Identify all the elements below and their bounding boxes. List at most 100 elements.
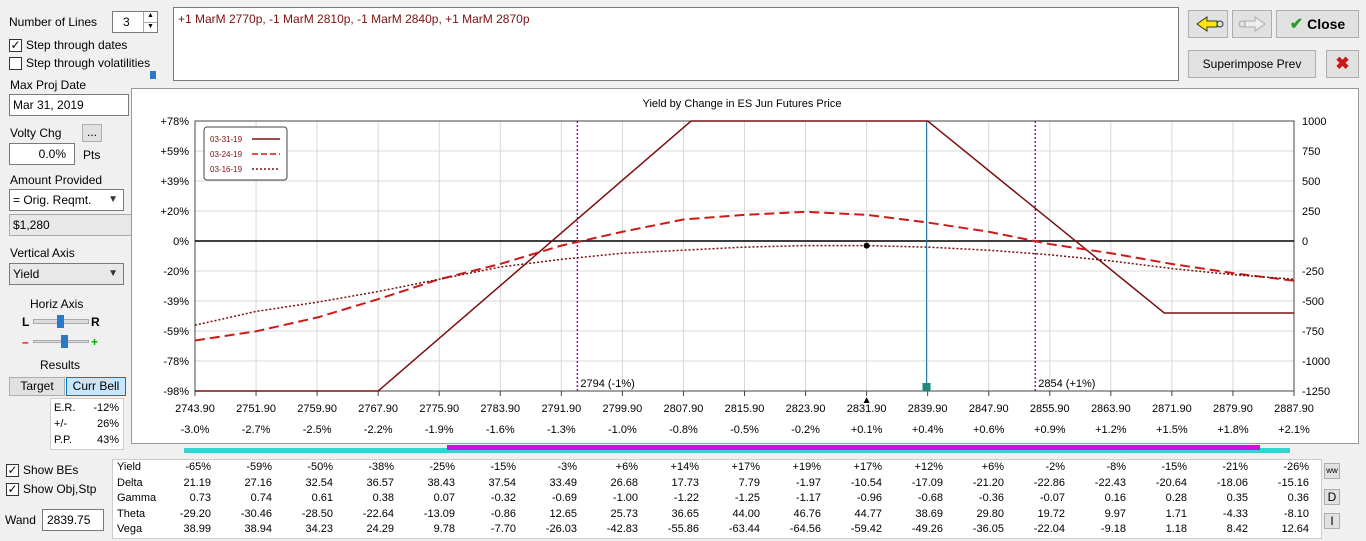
max-proj-date-label: Max Proj Date: [10, 78, 87, 92]
greeks-row-name: Gamma: [117, 492, 157, 504]
greeks-cell: -15.16: [1277, 476, 1309, 489]
x-tick-label: 2879.90: [1213, 403, 1253, 415]
results-box: E.R. -12% +/- 26% P.P. 43%: [50, 398, 124, 450]
greeks-cell: -17.09: [911, 476, 943, 489]
number-of-lines-input[interactable]: 3 ▲ ▼: [112, 11, 158, 33]
greeks-cell: 0.35: [1226, 492, 1248, 504]
greeks-cell: -29.20: [179, 507, 211, 520]
volty-chg-label: Volty Chg: [10, 126, 62, 140]
greeks-cell: +19%: [792, 461, 821, 473]
y-right-tick-label: -500: [1302, 296, 1324, 308]
spin-down-button[interactable]: ▼: [143, 22, 157, 32]
greeks-cell: -1.25: [734, 492, 760, 504]
x-tick-label: 2831.90: [847, 403, 887, 415]
delete-button[interactable]: ✖: [1326, 50, 1359, 78]
wand-input[interactable]: 2839.75: [42, 509, 104, 531]
range-bar-highlight: [447, 445, 1260, 450]
x-tick-label: 2751.90: [236, 403, 276, 415]
show-bes-checkbox[interactable]: ✓: [6, 463, 19, 477]
greeks-cell: -0.36: [978, 492, 1004, 504]
position-textarea[interactable]: +1 MarM 2770p, -1 MarM 2810p, -1 MarM 28…: [173, 7, 1179, 81]
zoom-slider[interactable]: [33, 335, 89, 348]
greeks-cell: 17.73: [671, 476, 699, 489]
greeks-cell: 44.77: [854, 507, 882, 520]
step-vol-checkbox[interactable]: [9, 57, 22, 70]
volty-unit: Pts: [83, 148, 101, 162]
max-proj-date-input[interactable]: Mar 31, 2019: [9, 94, 129, 116]
greeks-i-button[interactable]: I: [1324, 513, 1340, 529]
pm-value: 26%: [96, 418, 119, 430]
greeks-row-name: Delta: [117, 476, 143, 489]
superimpose-prev-button[interactable]: Superimpose Prev: [1188, 50, 1316, 78]
amount-provided-label: Amount Provided: [10, 173, 103, 187]
amount-value-box: $1,280: [9, 214, 133, 236]
greeks-cell: 0.61: [311, 492, 333, 504]
volty-more-button[interactable]: ...: [82, 124, 102, 142]
greeks-cell: 25.73: [610, 507, 638, 520]
x-pct-label: -1.6%: [486, 424, 515, 436]
greeks-cell: -20.64: [1155, 476, 1187, 489]
slider-right-label: R: [91, 315, 100, 329]
volty-input[interactable]: 0.0%: [9, 143, 75, 165]
yield-chart[interactable]: Yield by Change in ES Jun Futures Price 2…: [131, 88, 1359, 444]
x-tick-label: 2799.90: [603, 403, 643, 415]
slider-plus-label: +: [91, 335, 99, 349]
greeks-row-name: Theta: [117, 507, 146, 520]
spin-up-button[interactable]: ▲: [143, 12, 157, 22]
target-button[interactable]: Target: [9, 377, 65, 396]
amount-value: $1,280: [13, 218, 50, 232]
chevron-down-icon: ▼: [108, 194, 118, 205]
greeks-cell: -3%: [557, 461, 577, 473]
curr-bell-button[interactable]: Curr Bell: [66, 377, 126, 396]
greeks-cell: 38.94: [244, 523, 272, 535]
vertical-axis-select[interactable]: Yield ▼: [9, 263, 124, 285]
current-point: [863, 242, 870, 249]
x-pct-label: +0.6%: [973, 424, 1005, 436]
greeks-cell: -0.69: [551, 492, 577, 504]
greeks-cell: 38.99: [183, 523, 211, 535]
vol-mini-slider[interactable]: [150, 71, 156, 79]
greeks-cell: 9.78: [433, 523, 455, 535]
slider-thumb[interactable]: [57, 315, 64, 328]
horiz-axis-slider[interactable]: [33, 315, 89, 328]
greeks-ww-button[interactable]: ww: [1324, 463, 1340, 479]
x-tick-label: 2823.90: [786, 403, 826, 415]
step-vol-label: Step through volatilities: [26, 56, 151, 70]
x-tick-label: 2759.90: [297, 403, 337, 415]
greeks-cell: -25%: [429, 461, 455, 473]
results-label: Results: [40, 358, 81, 372]
greeks-d-button[interactable]: D: [1324, 489, 1340, 505]
greeks-cell: 29.80: [976, 507, 1004, 520]
y-left-tick-label: +20%: [161, 206, 190, 218]
volty-value: 0.0%: [38, 147, 66, 161]
greeks-cell: -7.70: [490, 523, 516, 535]
greeks-cell: 1.71: [1165, 507, 1187, 520]
greeks-cell: -30.46: [240, 507, 272, 520]
step-dates-checkbox[interactable]: ✓: [9, 38, 22, 52]
show-obj-label: Show Obj,Stp: [23, 482, 97, 496]
greeks-cell: 12.65: [549, 507, 577, 520]
greeks-cell: 44.00: [732, 507, 760, 520]
y-right-tick-label: -750: [1302, 326, 1324, 338]
greeks-cell: 0.28: [1165, 492, 1187, 504]
amount-provided-select[interactable]: = Orig. Reqmt. ▼: [9, 189, 124, 211]
greeks-cell: 1.18: [1165, 523, 1187, 535]
close-button[interactable]: ✔ Close: [1276, 10, 1359, 38]
y-left-tick-label: +39%: [161, 176, 190, 188]
greeks-cell: 12.64: [1281, 523, 1309, 535]
x-pct-label: -2.2%: [364, 424, 393, 436]
horiz-axis-label: Horiz Axis: [30, 297, 84, 311]
show-obj-checkbox[interactable]: ✓: [6, 482, 19, 496]
greeks-cell: 8.42: [1226, 523, 1248, 535]
greeks-cell: 36.57: [366, 476, 394, 489]
greeks-cell: -1.00: [612, 492, 638, 504]
next-button[interactable]: [1232, 10, 1272, 38]
greeks-cell: -0.32: [490, 492, 516, 504]
greeks-cell: -50%: [307, 461, 333, 473]
prev-button[interactable]: [1188, 10, 1228, 38]
y-left-tick-label: -98%: [163, 386, 189, 398]
greeks-cell: -13.09: [423, 507, 455, 520]
y-right-tick-label: 0: [1302, 236, 1308, 248]
zoom-slider-thumb[interactable]: [61, 335, 68, 348]
x-pct-label: +0.4%: [912, 424, 944, 436]
